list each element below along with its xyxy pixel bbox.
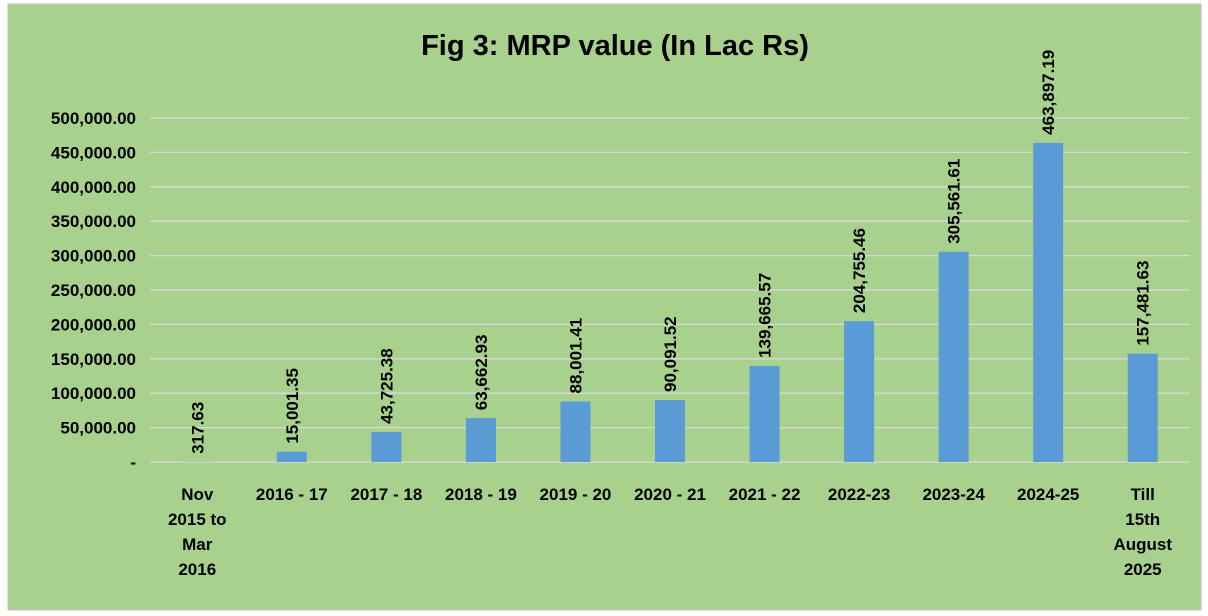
bar	[1127, 353, 1158, 462]
x-tick-label: 2024-25	[1017, 485, 1079, 504]
y-tick-label: 50,000.00	[60, 419, 136, 438]
x-tick-label: 2017 - 18	[350, 485, 422, 504]
data-label: 43,725.38	[377, 348, 396, 424]
x-tick-label: 2020 - 21	[634, 485, 706, 504]
chart-title: Fig 3: MRP value (In Lac Rs)	[421, 30, 809, 62]
data-label: 15,001.35	[283, 368, 302, 444]
y-tick-label: 300,000.00	[51, 247, 136, 266]
data-label: 317.63	[188, 402, 207, 454]
data-label: 90,091.52	[661, 316, 680, 392]
bar	[371, 431, 402, 462]
y-tick-label: 100,000.00	[51, 384, 136, 403]
bar	[844, 321, 875, 462]
bar	[655, 400, 685, 462]
x-tick-label: Nov 2015 to Mar 2016	[168, 485, 227, 579]
data-label: 88,001.41	[566, 318, 585, 394]
x-tick-label: 2019 - 20	[540, 485, 612, 504]
y-tick-label: -	[130, 453, 136, 472]
bar	[276, 451, 307, 462]
data-label: 204,755.46	[850, 228, 869, 313]
data-label: 463,897.19	[1039, 50, 1058, 135]
x-tick-label: 2016 - 17	[256, 485, 328, 504]
bar	[749, 365, 780, 462]
x-tick-label: 2021 - 22	[729, 485, 801, 504]
chart-background	[7, 3, 1202, 611]
y-tick-label: 200,000.00	[51, 315, 136, 334]
y-tick-label: 250,000.00	[51, 281, 136, 300]
x-tick-label: 2018 - 19	[445, 485, 517, 504]
x-tick-label: Till 15th August 2025	[1113, 485, 1172, 579]
data-label: 63,662.93	[472, 335, 491, 411]
data-label: 305,561.61	[945, 159, 964, 244]
bar	[1033, 142, 1064, 462]
data-label: 157,481.63	[1134, 261, 1153, 346]
bar	[938, 251, 969, 462]
y-tick-label: 400,000.00	[51, 178, 136, 197]
x-tick-label: 2023-24	[922, 485, 985, 504]
x-tick-label: 2022-23	[828, 485, 890, 504]
y-tick-label: 450,000.00	[51, 143, 136, 162]
y-tick-label: 500,000.00	[51, 109, 136, 128]
y-tick-label: 150,000.00	[51, 350, 136, 369]
bar	[560, 401, 591, 462]
data-label: 139,665.57	[756, 273, 775, 358]
bar	[465, 418, 496, 462]
y-tick-label: 350,000.00	[51, 212, 136, 231]
